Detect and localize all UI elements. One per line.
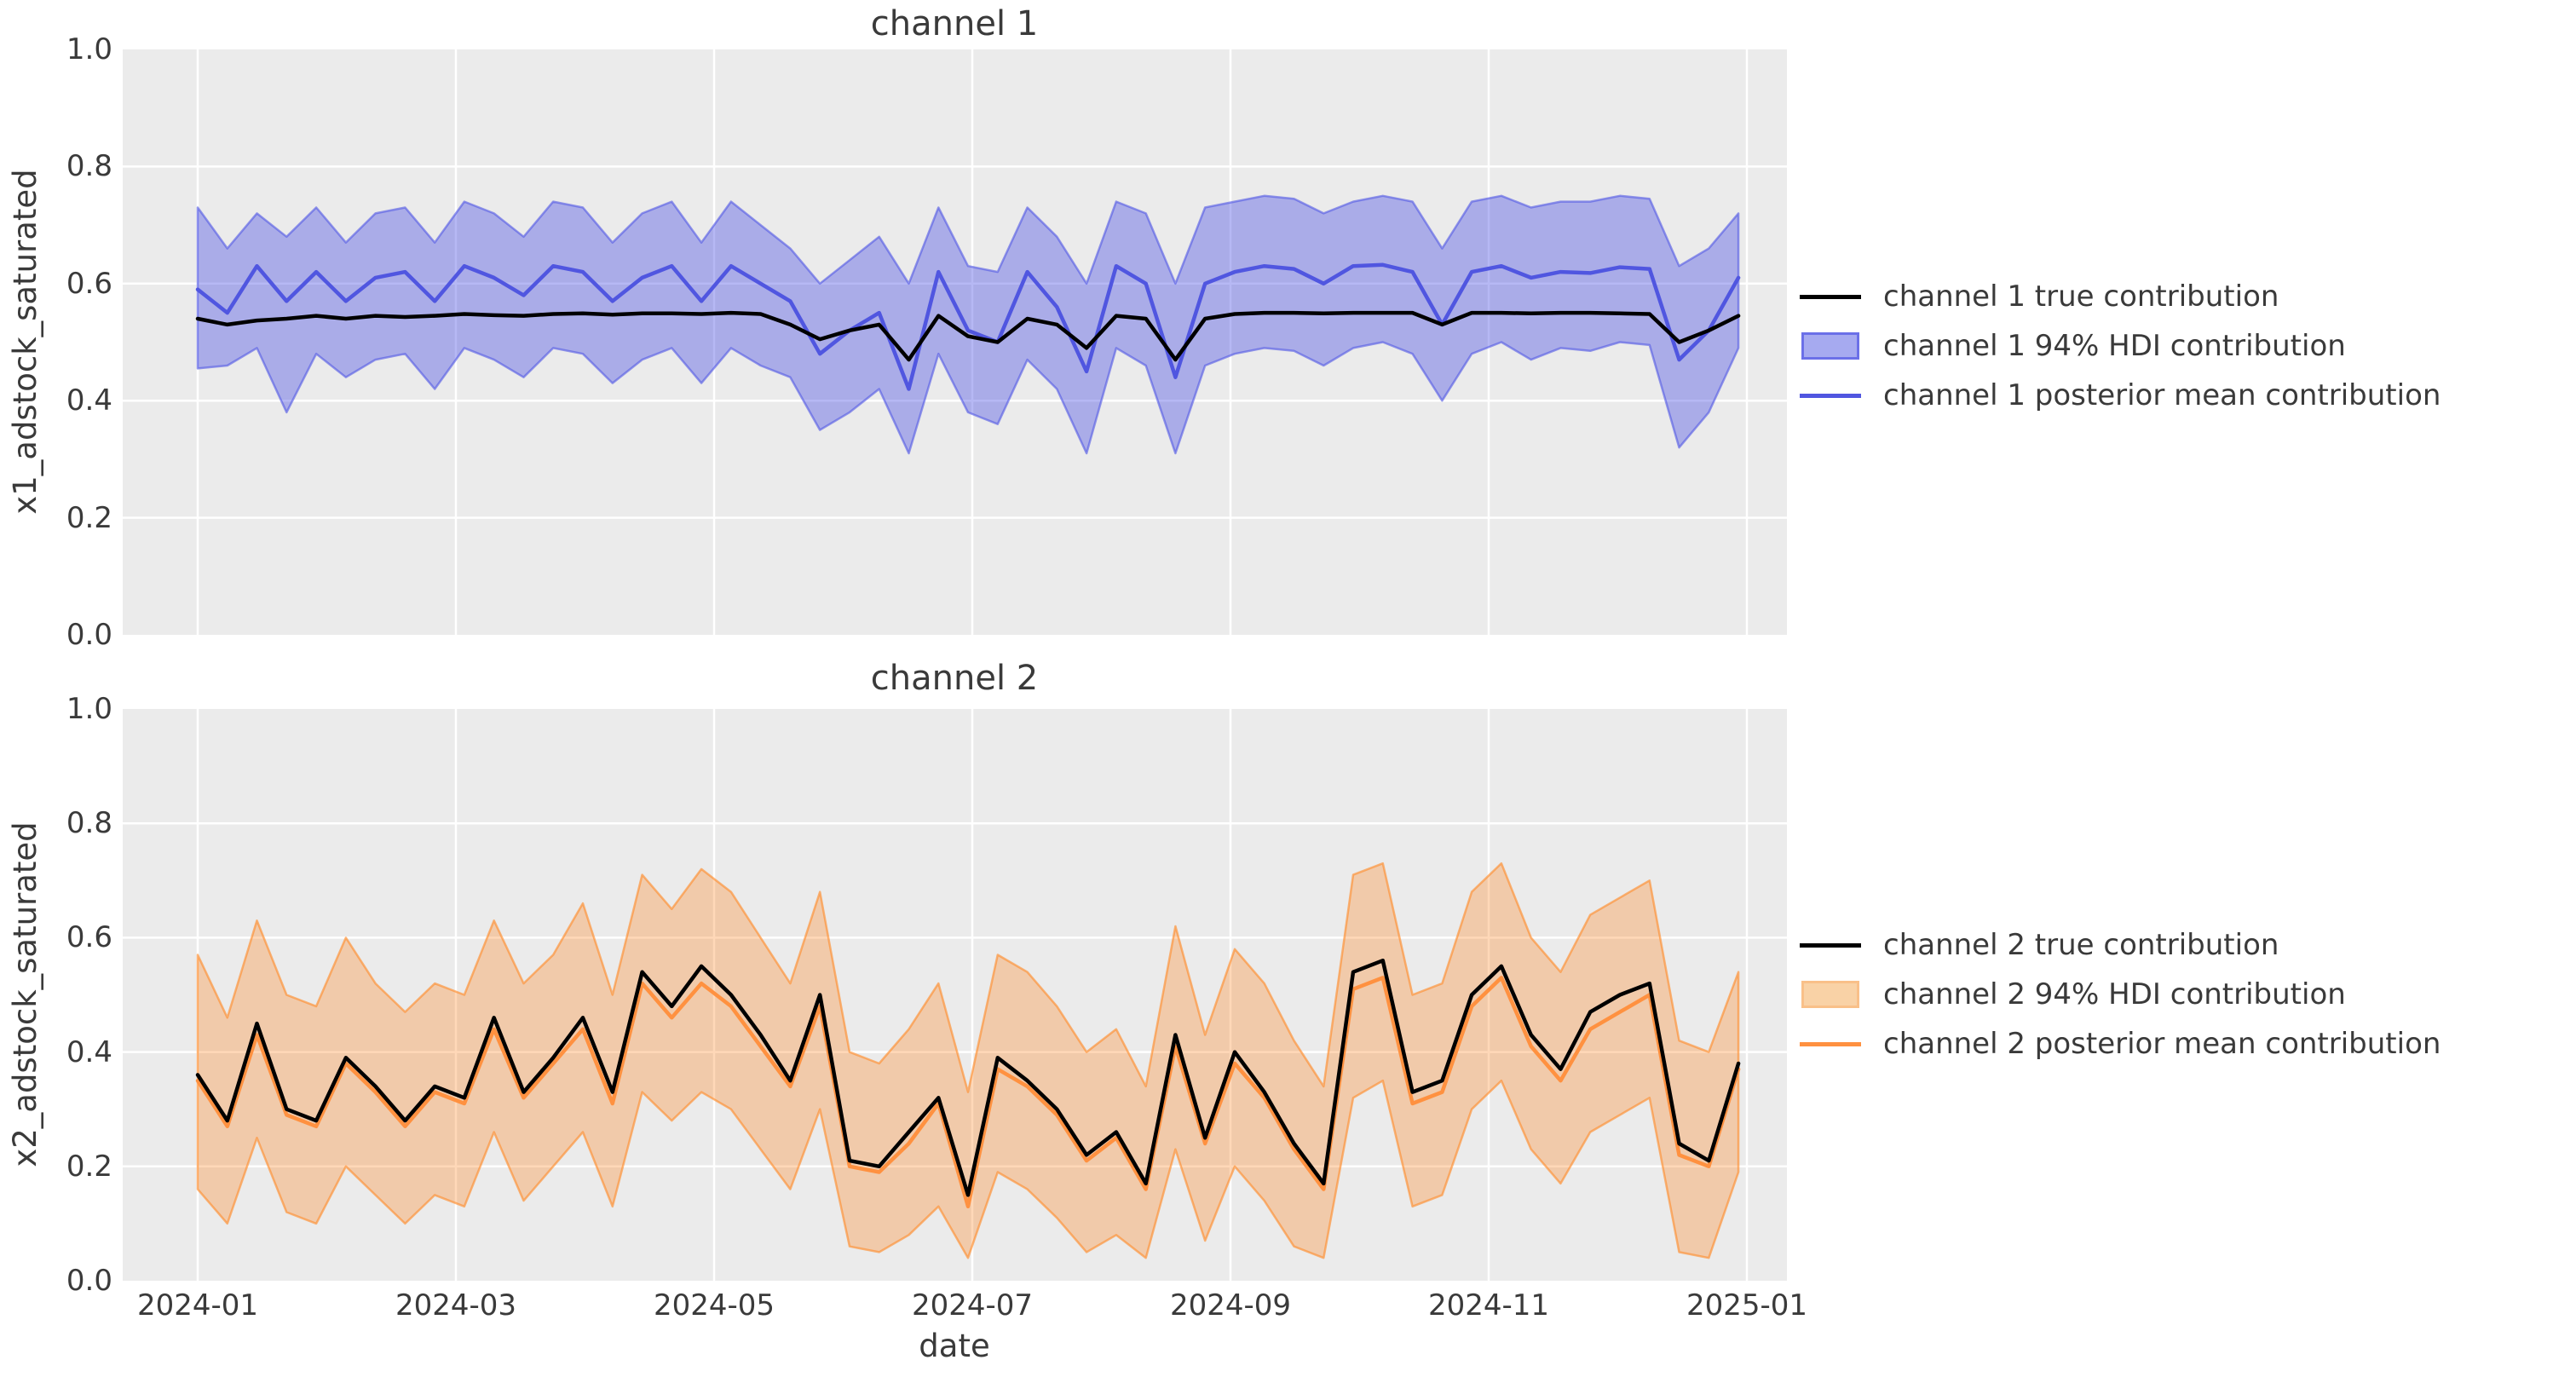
legend-line-swatch [1800, 393, 1861, 398]
legend-line-swatch [1800, 942, 1861, 948]
chart-2-plot-svg [123, 709, 1787, 1281]
legend-label: channel 1 true contribution [1883, 279, 2279, 314]
x-tick-label: 2024-03 [395, 1288, 517, 1322]
chart-1-ylabel: x1_adstock_saturated [7, 169, 43, 515]
legend-row: channel 1 true contribution [1800, 272, 2441, 321]
swatch-graphic [1800, 294, 1861, 299]
posterior-mean-line [195, 262, 1741, 391]
posterior-mean-line [195, 976, 1741, 1209]
x-tick-label: 2025-01 [1686, 1288, 1808, 1322]
chart-2-legend: channel 2 true contribution channel 2 94%… [1800, 920, 2441, 1069]
y-tick-label: 0.6 [66, 920, 112, 955]
chart-1-title: channel 1 [870, 4, 1039, 43]
legend-line-swatch [1800, 1041, 1861, 1046]
swatch-graphic [1800, 393, 1861, 398]
y-tick-label: 0.0 [66, 618, 112, 652]
y-tick-label: 0.2 [66, 1149, 112, 1184]
chart-2-plot-area [123, 709, 1787, 1281]
y-tick-label: 0.8 [66, 806, 112, 841]
y-tick-label: 0.6 [66, 266, 112, 301]
x-axis-label: date [919, 1328, 990, 1364]
chart-1-plot-area [123, 49, 1787, 635]
chart-2-ylabel: x2_adstock_saturated [7, 821, 43, 1167]
swatch-graphic [1801, 332, 1859, 360]
legend-row: channel 1 posterior mean contribution [1800, 371, 2441, 420]
legend-row: channel 2 94% HDI contribution [1800, 970, 2441, 1019]
legend-row: channel 2 true contribution [1800, 920, 2441, 970]
y-tick-label: 1.0 [66, 692, 112, 726]
swatch-graphic [1801, 981, 1859, 1008]
legend-label: channel 2 true contribution [1883, 928, 2279, 962]
legend-patch-swatch [1800, 332, 1861, 360]
y-tick-label: 0.0 [66, 1264, 112, 1298]
y-tick-label: 0.4 [66, 383, 112, 418]
true-contribution-line [195, 310, 1741, 362]
x-tick-label: 2024-09 [1169, 1288, 1292, 1322]
chart-1-plot-svg [123, 49, 1787, 635]
y-tick-label: 1.0 [66, 32, 112, 66]
legend-label: channel 2 posterior mean contribution [1883, 1027, 2441, 1061]
chart-2-title: channel 2 [870, 659, 1039, 698]
legend-patch-swatch [1800, 981, 1861, 1008]
y-tick-label: 0.2 [66, 500, 112, 535]
swatch-graphic [1800, 942, 1861, 948]
legend-label: channel 2 94% HDI contribution [1883, 977, 2346, 1011]
legend-label: channel 1 94% HDI contribution [1883, 329, 2346, 363]
true-contribution-line [195, 958, 1741, 1197]
swatch-graphic [1800, 1041, 1861, 1046]
y-tick-label: 0.4 [66, 1034, 112, 1069]
legend-line-swatch [1800, 294, 1861, 299]
chart-1-legend: channel 1 true contribution channel 1 94%… [1800, 272, 2441, 420]
x-tick-label: 2024-07 [911, 1288, 1034, 1322]
hdi-band [196, 861, 1740, 1259]
y-tick-label: 0.8 [66, 149, 112, 184]
legend-row: channel 2 posterior mean contribution [1800, 1019, 2441, 1069]
x-tick-label: 2024-11 [1427, 1288, 1550, 1322]
x-tick-label: 2024-05 [653, 1288, 775, 1322]
hdi-band [196, 194, 1740, 455]
x-tick-label: 2024-01 [136, 1288, 259, 1322]
legend-row: channel 1 94% HDI contribution [1800, 321, 2441, 371]
legend-label: channel 1 posterior mean contribution [1883, 378, 2441, 412]
